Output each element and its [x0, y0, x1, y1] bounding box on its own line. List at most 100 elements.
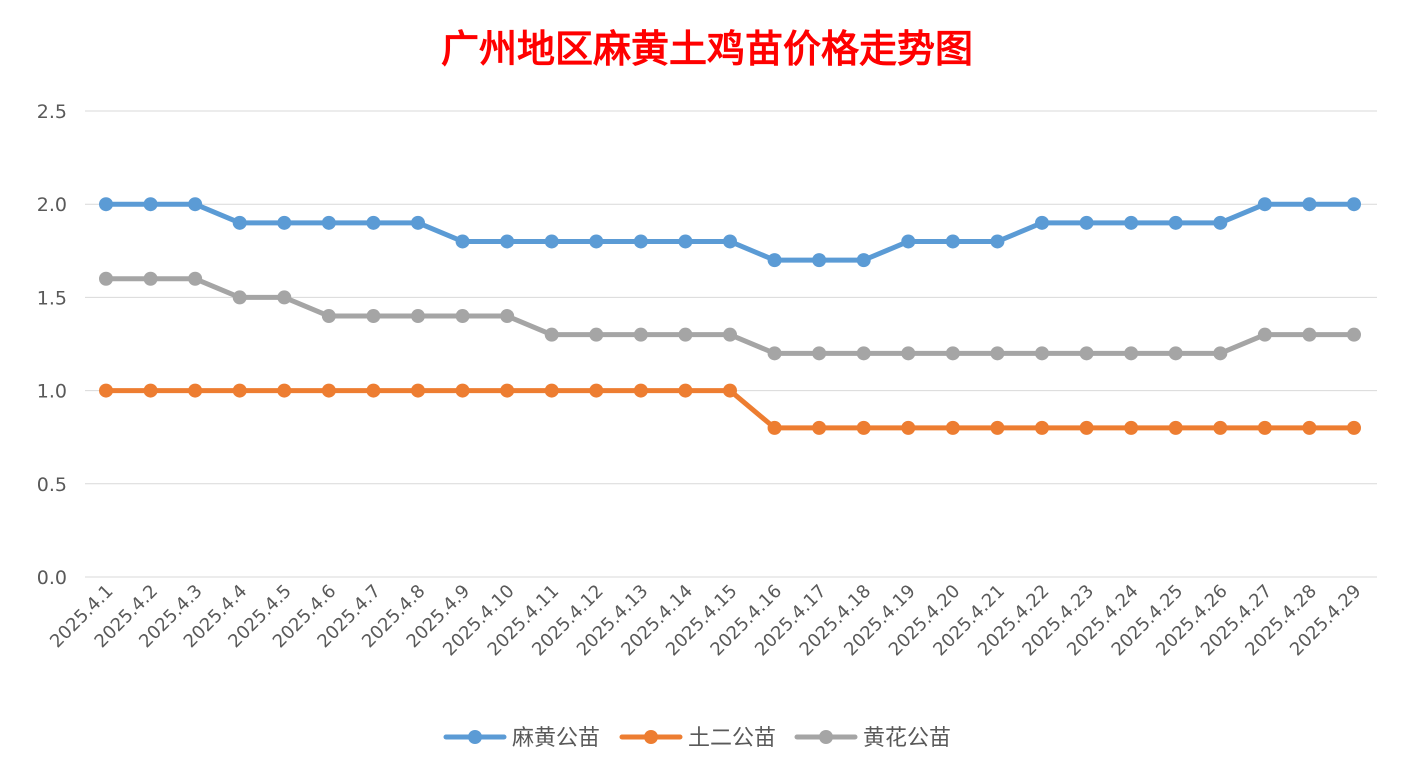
data-point	[321, 383, 336, 398]
data-point	[321, 215, 336, 230]
data-point	[990, 346, 1005, 361]
data-point	[99, 197, 113, 212]
data-point	[188, 383, 203, 398]
y-tick-label: 2.0	[37, 194, 67, 216]
data-point	[990, 234, 1005, 249]
data-point	[633, 327, 648, 342]
data-point	[143, 271, 158, 286]
data-point	[1168, 420, 1183, 435]
data-point	[767, 253, 782, 268]
data-point	[901, 346, 916, 361]
data-point	[589, 383, 604, 398]
data-point	[544, 383, 559, 398]
data-point	[812, 346, 827, 361]
data-point	[1079, 346, 1094, 361]
data-point	[321, 309, 336, 324]
data-point	[812, 253, 827, 268]
series-group	[99, 197, 1361, 435]
data-point	[143, 383, 158, 398]
data-point	[1168, 346, 1183, 361]
data-point	[767, 346, 782, 361]
data-point	[812, 420, 827, 435]
data-point	[188, 197, 203, 212]
data-point	[767, 420, 782, 435]
data-point	[723, 234, 737, 249]
x-axis-ticks: 2025.4.12025.4.22025.4.32025.4.42025.4.5…	[46, 581, 1366, 661]
data-point	[500, 309, 515, 324]
legend-label-2: 土二公苗	[688, 726, 776, 751]
data-point	[1347, 420, 1361, 435]
data-point	[1213, 346, 1228, 361]
data-point	[366, 215, 381, 230]
data-point	[232, 215, 247, 230]
data-point	[500, 234, 515, 249]
data-point	[1124, 215, 1139, 230]
y-tick-label: 2.5	[37, 101, 67, 123]
data-point	[589, 327, 604, 342]
data-point	[544, 234, 559, 249]
data-point	[1257, 420, 1272, 435]
data-point	[945, 346, 960, 361]
legend: 麻黄公苗 土二公苗 黄花公苗	[443, 726, 951, 751]
data-point	[500, 383, 515, 398]
chart-title: 广州地区麻黄土鸡苗价格走势图	[441, 26, 973, 71]
data-point	[1257, 197, 1272, 212]
series-line-1	[103, 201, 1357, 263]
data-point	[1347, 327, 1361, 342]
data-point	[589, 234, 604, 249]
y-axis-ticks: 0.0 0.5 1.0 1.5 2.0 2.5	[37, 101, 67, 589]
grid-lines	[85, 110, 1377, 578]
data-point	[1079, 420, 1094, 435]
data-point	[188, 271, 203, 286]
data-point	[277, 383, 292, 398]
data-point	[143, 197, 158, 212]
data-point	[945, 420, 960, 435]
data-point	[232, 290, 247, 305]
data-point	[99, 383, 113, 398]
legend-label-1: 麻黄公苗	[512, 726, 600, 751]
data-point	[411, 215, 425, 230]
data-point	[455, 234, 470, 249]
data-point	[856, 346, 871, 361]
data-point	[1213, 420, 1228, 435]
data-point	[232, 383, 247, 398]
data-point	[1079, 215, 1094, 230]
data-point	[856, 420, 871, 435]
legend-label-3: 黄花公苗	[863, 726, 951, 751]
data-point	[723, 383, 737, 398]
data-point	[1302, 420, 1317, 435]
data-point	[1035, 346, 1049, 361]
data-point	[990, 420, 1005, 435]
data-point	[411, 309, 425, 324]
data-point	[455, 309, 470, 324]
data-point	[633, 234, 648, 249]
data-point	[366, 383, 381, 398]
data-point	[99, 271, 113, 286]
data-point	[945, 234, 960, 249]
data-point	[1302, 327, 1317, 342]
y-tick-label: 1.5	[37, 287, 67, 309]
data-point	[1302, 197, 1317, 212]
data-point	[723, 327, 737, 342]
data-point	[1124, 420, 1139, 435]
data-point	[1035, 420, 1049, 435]
data-point	[678, 327, 693, 342]
data-point	[1257, 327, 1272, 342]
series-line-3	[103, 276, 1357, 356]
data-point	[366, 309, 381, 324]
data-point	[544, 327, 559, 342]
y-tick-label: 1.0	[37, 381, 67, 403]
data-point	[901, 420, 916, 435]
data-point	[455, 383, 470, 398]
data-point	[1168, 215, 1183, 230]
data-point	[678, 234, 693, 249]
data-point	[633, 383, 648, 398]
data-point	[901, 234, 916, 249]
data-point	[277, 290, 292, 305]
data-point	[1347, 197, 1361, 212]
legend-marker-2	[644, 730, 658, 744]
data-point	[1213, 215, 1228, 230]
data-point	[277, 215, 292, 230]
